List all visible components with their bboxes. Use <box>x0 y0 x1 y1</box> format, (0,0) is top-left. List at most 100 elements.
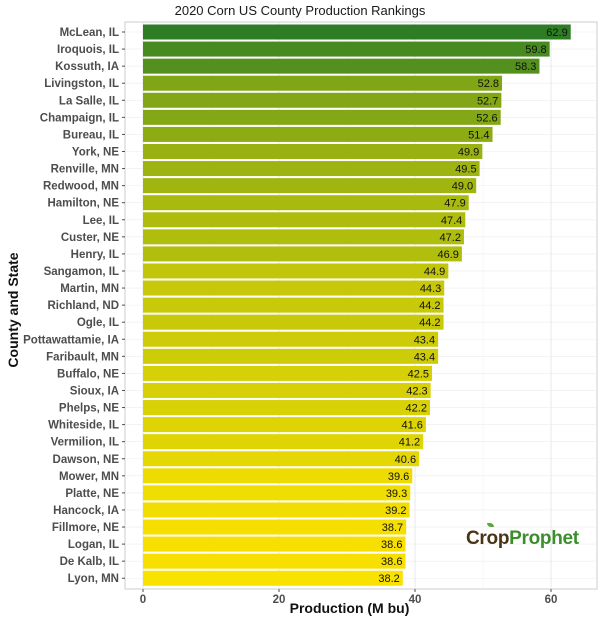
bar <box>143 485 411 501</box>
bar-value-label: 49.9 <box>458 146 479 158</box>
bar-value-label: 42.2 <box>406 403 427 415</box>
y-tick-label: Fillmore, NE <box>52 522 119 534</box>
bar-value-label: 38.6 <box>381 556 402 568</box>
y-tick-label: Lee, IL <box>83 215 119 227</box>
y-tick-label: La Salle, IL <box>59 95 119 107</box>
y-tick-label: Hamilton, NE <box>47 198 119 210</box>
bar-value-label: 51.4 <box>468 129 489 141</box>
x-tick-label: 20 <box>273 594 286 606</box>
y-tick-label: Redwood, MN <box>43 181 119 193</box>
y-tick-label: Sangamon, IL <box>44 266 119 278</box>
bar-value-label: 44.2 <box>419 300 440 312</box>
x-tick-label: 60 <box>545 594 558 606</box>
bar <box>143 468 413 484</box>
bar <box>143 263 449 279</box>
y-tick-label: Champaign, IL <box>40 112 119 124</box>
bar-value-label: 52.7 <box>477 95 498 107</box>
bar <box>143 382 431 398</box>
bar <box>143 143 483 159</box>
y-tick-label: Vermilion, IL <box>51 437 119 449</box>
bar-value-label: 39.6 <box>388 471 409 483</box>
y-tick-label: Whiteside, IL <box>48 420 119 432</box>
bar-value-label: 39.2 <box>385 505 406 517</box>
bar <box>143 41 550 57</box>
bar <box>143 161 480 177</box>
bar-value-label: 52.6 <box>476 112 497 124</box>
bar-value-label: 47.4 <box>441 215 462 227</box>
y-tick-label: Platte, NE <box>65 488 119 500</box>
y-tick-label: Richland, ND <box>47 300 119 312</box>
y-tick-label: Lyon, MN <box>68 573 119 585</box>
y-tick-label: Pottawattamie, IA <box>23 334 119 346</box>
bar-value-label: 58.3 <box>515 61 536 73</box>
y-tick-label: Iroquois, IL <box>57 44 119 56</box>
chart-title: 2020 Corn US County Production Rankings <box>174 3 426 18</box>
bar <box>143 434 424 450</box>
bar-value-label: 62.9 <box>546 27 567 39</box>
bar-value-label: 47.2 <box>440 232 461 244</box>
x-tick-label: 0 <box>140 594 146 606</box>
logo-text-crop: Crop <box>466 528 510 549</box>
y-tick-label: Kossuth, IA <box>55 61 119 73</box>
y-axis-title: County and State <box>5 252 21 368</box>
bar <box>143 109 501 125</box>
bar-value-label: 42.5 <box>408 368 429 380</box>
cropprophet-logo: CropProphet <box>466 523 579 550</box>
bar <box>143 331 439 347</box>
y-tick-label: Ogle, IL <box>77 317 119 329</box>
bar <box>143 536 406 552</box>
bar-value-label: 38.2 <box>378 573 399 585</box>
y-tick-label: Sioux, IA <box>70 385 119 397</box>
bar <box>143 502 410 518</box>
bar <box>143 280 445 296</box>
y-tick-label: Dawson, NE <box>53 454 120 466</box>
x-tick-label: 40 <box>409 594 422 606</box>
bar <box>143 314 444 330</box>
y-tick-label: Logan, IL <box>68 539 119 551</box>
bar <box>143 297 444 313</box>
bar <box>143 92 502 108</box>
bar-value-label: 42.3 <box>406 385 427 397</box>
bar <box>143 24 571 40</box>
bar-value-label: 46.9 <box>437 249 458 261</box>
bar <box>143 519 407 535</box>
y-tick-label: Martin, MN <box>60 283 119 295</box>
bar <box>143 212 466 228</box>
y-tick-label: Faribault, MN <box>46 351 119 363</box>
bar <box>143 553 406 569</box>
bar <box>143 451 420 467</box>
bar-value-label: 38.7 <box>382 522 403 534</box>
bar <box>143 126 493 142</box>
bar-value-label: 44.2 <box>419 317 440 329</box>
y-tick-label: De Kalb, IL <box>60 556 119 568</box>
bar-value-label: 47.9 <box>444 198 465 210</box>
y-tick-label: Livingston, IL <box>44 78 119 90</box>
logo-text-prophet: Prophet <box>509 528 579 549</box>
bar-value-label: 40.6 <box>395 454 416 466</box>
bar-value-label: 43.4 <box>414 334 435 346</box>
bar-value-label: 39.3 <box>386 488 407 500</box>
bar <box>143 570 403 586</box>
bar-value-label: 49.0 <box>452 181 473 193</box>
bar-value-label: 52.8 <box>478 78 499 90</box>
leaf-icon <box>487 523 494 527</box>
bar-value-label: 38.6 <box>381 539 402 551</box>
bar-value-label: 59.8 <box>525 44 546 56</box>
bar <box>143 178 477 194</box>
y-tick-label: McLean, IL <box>60 27 119 39</box>
bar <box>143 417 426 433</box>
bar <box>143 75 503 91</box>
y-tick-label: Henry, IL <box>71 249 119 261</box>
bar <box>143 246 462 262</box>
y-tick-label: Bureau, IL <box>63 129 119 141</box>
y-tick-label: Buffalo, NE <box>57 368 119 380</box>
bar-value-label: 44.3 <box>420 283 441 295</box>
bar-value-label: 44.9 <box>424 266 445 278</box>
y-tick-label: Custer, NE <box>61 232 119 244</box>
bar <box>143 348 439 364</box>
y-tick-label: York, NE <box>72 146 119 158</box>
bar <box>143 195 469 211</box>
bar <box>143 400 430 416</box>
bar <box>143 58 540 74</box>
